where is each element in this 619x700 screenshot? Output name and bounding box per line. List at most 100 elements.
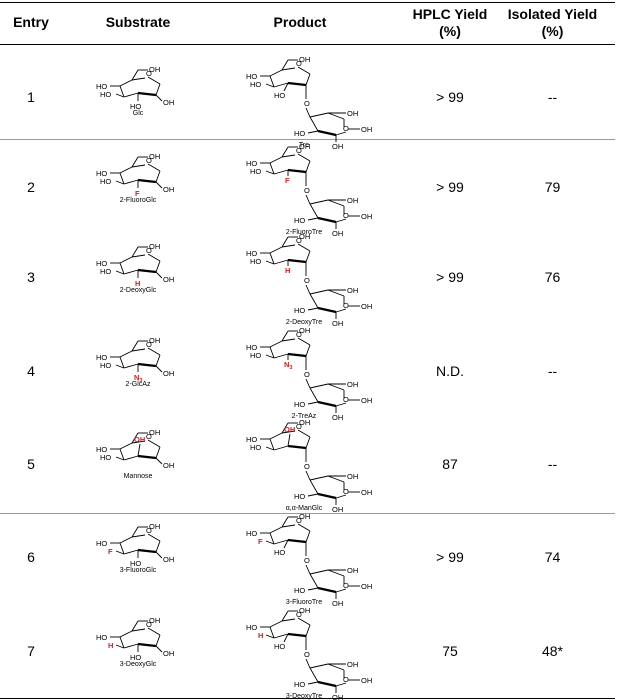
product-name-label: 3-DeoxyTre xyxy=(286,693,322,700)
atom-label: OH xyxy=(299,606,310,615)
bond-line xyxy=(335,682,347,687)
ring-oxygen-label: O xyxy=(343,395,349,404)
atom-label: HO xyxy=(250,80,261,89)
hplc-yield-cell: N.D. xyxy=(436,363,464,379)
bond-line xyxy=(283,539,289,549)
bond-line xyxy=(147,76,161,85)
bond-line xyxy=(281,244,296,248)
atom-label: HO xyxy=(294,680,305,689)
bond-line xyxy=(309,293,319,309)
bond-line xyxy=(123,549,139,555)
bond-line xyxy=(335,402,347,407)
bond-line xyxy=(309,383,329,389)
ring-oxygen-label: O xyxy=(296,330,302,339)
bond-line xyxy=(287,444,307,450)
bond-line xyxy=(265,170,275,175)
bond-line xyxy=(269,156,283,164)
substrate-name-label: 3-FluoroGlc xyxy=(120,567,157,574)
bond-line xyxy=(115,644,125,649)
bond-line xyxy=(305,194,311,205)
bond-line xyxy=(147,347,161,356)
atom-label: OH xyxy=(149,428,160,437)
bond-line xyxy=(119,172,125,185)
atom-label: OH xyxy=(163,98,174,107)
atom-label: HO xyxy=(96,353,107,362)
hydrogen-label: H xyxy=(108,641,113,650)
group-separator-2 xyxy=(0,513,615,514)
atom-label: HO xyxy=(96,82,107,91)
product-name-label: 2-TreAz xyxy=(292,413,317,420)
bond-line xyxy=(307,307,319,311)
bond-line xyxy=(269,346,275,359)
ring-oxygen-label: O xyxy=(146,432,152,441)
bond-line xyxy=(273,539,289,545)
bond-line xyxy=(155,354,161,367)
table-bottom-rule xyxy=(0,698,615,699)
bond-line xyxy=(309,203,319,219)
bond-line xyxy=(317,306,337,314)
bond-line xyxy=(317,216,337,224)
entry-cell: 5 xyxy=(27,456,35,472)
glycosidic-oxygen-label: O xyxy=(304,99,310,108)
bond-line xyxy=(305,530,311,543)
atom-label: HO xyxy=(246,159,257,168)
atom-label: HO xyxy=(96,445,107,454)
bond-line xyxy=(269,532,275,545)
bond-line xyxy=(287,352,307,358)
bond-line xyxy=(265,83,275,88)
hydrogen-label: H xyxy=(258,631,263,640)
bond-line xyxy=(269,252,275,265)
atom-label: OH xyxy=(149,616,160,625)
bond-line xyxy=(305,160,311,173)
bond-line xyxy=(115,270,125,275)
table-top-rule xyxy=(0,2,615,3)
atom-label: HO xyxy=(246,435,257,444)
bond-line xyxy=(297,523,311,532)
bond-line xyxy=(131,156,139,168)
hplc-yield-cell: > 99 xyxy=(436,179,464,195)
hplc-yield-cell: 75 xyxy=(442,643,458,659)
bond-line xyxy=(307,130,319,134)
bond-line xyxy=(287,258,307,264)
header-isolated-line1: Isolated Yield xyxy=(507,6,598,22)
isolated-yield-cell: -- xyxy=(547,89,558,105)
header-substrate: Substrate xyxy=(105,14,171,30)
ring-oxygen-label: O xyxy=(343,211,349,220)
bond-line xyxy=(273,353,289,359)
bond-line xyxy=(281,338,296,342)
group-separator-1 xyxy=(0,139,615,140)
bond-line xyxy=(155,170,161,183)
atom-label: HO xyxy=(100,90,111,99)
bond-line xyxy=(123,455,139,461)
bond-line xyxy=(307,681,319,685)
bond-line xyxy=(131,432,139,444)
bond-line xyxy=(137,362,157,368)
bond-line xyxy=(115,180,125,185)
bond-line xyxy=(147,163,161,172)
bond-line xyxy=(155,365,163,373)
atom-label: HO xyxy=(100,453,111,462)
atom-label: HO xyxy=(250,351,261,360)
bond-line xyxy=(265,354,275,359)
atom-label: HO xyxy=(130,653,141,662)
atom-label: OH xyxy=(163,555,174,564)
bond-line xyxy=(305,73,311,86)
fluorine-label: F xyxy=(258,537,263,546)
bond-line xyxy=(131,246,139,258)
bond-line xyxy=(119,542,125,555)
product-name-label: α,α-ManGlc xyxy=(286,505,323,512)
bond-line xyxy=(123,363,139,369)
bond-line xyxy=(309,112,329,118)
bond-line xyxy=(327,663,345,671)
bond-line xyxy=(155,271,163,279)
atom-label: HO xyxy=(246,72,257,81)
bond-line xyxy=(115,364,125,369)
bond-line xyxy=(131,526,139,538)
atom-label: OH xyxy=(332,229,343,238)
bond-line xyxy=(335,588,347,593)
bond-line xyxy=(309,199,329,205)
atom-label: OH xyxy=(361,676,372,685)
